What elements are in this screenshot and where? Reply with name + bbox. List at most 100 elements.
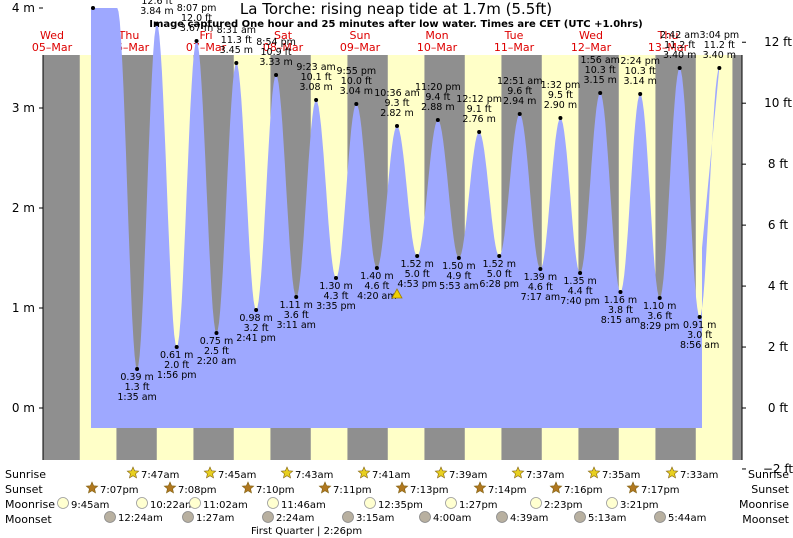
moonrise-icon bbox=[57, 497, 69, 509]
sunset-icon bbox=[163, 481, 177, 494]
low-tide-label: 5.0 ft bbox=[487, 269, 512, 280]
left-tick-label: 0 m bbox=[12, 401, 35, 415]
moonrise-time: 12:35pm bbox=[378, 500, 423, 511]
high-tide-label: 3.84 m bbox=[140, 6, 173, 17]
high-tide-label: 3.67 m bbox=[180, 23, 213, 34]
high-tide-label: 1:56 am bbox=[580, 55, 619, 66]
low-tide-label: 1:35 am bbox=[117, 392, 156, 403]
low-tide-label: 4.4 ft bbox=[568, 286, 593, 297]
moonset-icon bbox=[342, 511, 354, 523]
day-of-week: Thu bbox=[657, 29, 679, 42]
sunset-time: 7:07pm bbox=[100, 485, 139, 496]
night-band bbox=[43, 55, 80, 460]
high-tide-label: 1:32 pm bbox=[541, 80, 581, 91]
low-tide-label: 5:53 am bbox=[439, 281, 478, 292]
high-tide-label: 3.04 m bbox=[340, 86, 373, 97]
high-tide-label: 3.40 m bbox=[663, 50, 696, 61]
moonrise-row-label-right: Moonrise bbox=[739, 498, 789, 511]
tide-area bbox=[91, 8, 720, 428]
sunrise-row-label-left: Sunrise bbox=[5, 468, 46, 481]
low-tide-label: 3:11 am bbox=[276, 320, 315, 331]
day-date: 05–Mar bbox=[32, 41, 73, 54]
high-tide-label: 3.14 m bbox=[623, 76, 656, 87]
tide-point bbox=[395, 124, 400, 128]
moonrise-time: 10:22am bbox=[150, 500, 195, 511]
high-tide-label: 2.94 m bbox=[503, 96, 536, 107]
day-date: 10–Mar bbox=[417, 41, 458, 54]
sunrise-icon bbox=[280, 466, 294, 479]
tide-point bbox=[154, 22, 159, 26]
low-tide-label: 1.10 m bbox=[643, 301, 676, 312]
low-tide-label: 1.16 m bbox=[604, 295, 637, 306]
day-of-week: Sat bbox=[274, 29, 293, 42]
sunrise-icon bbox=[665, 466, 679, 479]
high-tide-label: 3.33 m bbox=[259, 57, 292, 68]
high-tide-label: 9.5 ft bbox=[548, 90, 573, 101]
sunset-time: 7:11pm bbox=[333, 485, 372, 496]
high-tide-label: 3.40 m bbox=[703, 50, 736, 61]
day-of-week: Wed bbox=[579, 29, 603, 42]
day-of-week: Sun bbox=[350, 29, 371, 42]
sunset-icon bbox=[241, 481, 255, 494]
sunset-icon bbox=[85, 481, 99, 494]
tide-area-path bbox=[91, 8, 720, 428]
low-tide-label: 1.39 m bbox=[524, 272, 557, 283]
low-tide-label: 8:56 am bbox=[680, 340, 719, 351]
tide-point bbox=[415, 254, 420, 258]
tide-labels: 7:25 pm13.1 ft4.00 m0.39 m1.3 ft1:35 am7… bbox=[76, 0, 740, 403]
sunrise-time: 7:33am bbox=[680, 470, 718, 481]
date-headers: Wed05–MarThu06–MarFri07–MarSat08–MarSun0… bbox=[32, 29, 689, 54]
moonset-time: 5:44am bbox=[668, 513, 706, 524]
high-tide-label: 2.82 m bbox=[380, 108, 413, 119]
axes: 0 m1 m2 m3 m4 m5 m−2 ft0 ft2 ft4 ft6 ft8… bbox=[12, 1, 793, 476]
low-tide-label: 1.35 m bbox=[563, 276, 596, 287]
right-tick-label: 4 ft bbox=[768, 279, 788, 293]
tide-point bbox=[538, 267, 543, 271]
high-tide-label: 9.1 ft bbox=[467, 104, 492, 115]
high-tide-label: 3.08 m bbox=[299, 82, 332, 93]
left-tick-label: 2 m bbox=[12, 201, 35, 215]
moonset-icon bbox=[104, 511, 116, 523]
low-tide-label: 1.11 m bbox=[279, 300, 312, 311]
tide-point bbox=[517, 112, 522, 116]
right-tick-label: 6 ft bbox=[768, 218, 788, 232]
moonset-time: 3:15am bbox=[356, 513, 394, 524]
high-tide-label: 9.6 ft bbox=[507, 86, 532, 97]
tide-point bbox=[374, 266, 379, 270]
moonset-icon bbox=[654, 511, 666, 523]
day-date: 11–Mar bbox=[494, 41, 535, 54]
moonset-time: 5:13am bbox=[588, 513, 626, 524]
night-band bbox=[732, 55, 742, 460]
low-tide-label: 3.0 ft bbox=[687, 330, 712, 341]
low-tide-label: 2.0 ft bbox=[164, 360, 189, 371]
low-tide-label: 1.50 m bbox=[442, 261, 475, 272]
high-tide-label: 3:04 pm bbox=[700, 30, 740, 41]
low-tide-label: 1:56 pm bbox=[157, 370, 197, 381]
moonset-icon bbox=[419, 511, 431, 523]
tide-point bbox=[435, 118, 440, 122]
high-tide-label: 10.0 ft bbox=[341, 76, 372, 87]
sunset-time: 7:13pm bbox=[410, 485, 449, 496]
tide-point bbox=[578, 271, 583, 275]
moonrise-time: 11:46am bbox=[281, 500, 326, 511]
moonset-time: 12:24am bbox=[118, 513, 163, 524]
tide-point bbox=[254, 308, 259, 312]
sunset-icon bbox=[473, 481, 487, 494]
low-tide-label: 0.75 m bbox=[200, 336, 233, 347]
moonrise-icon bbox=[364, 497, 376, 509]
sunrise-icon bbox=[126, 466, 140, 479]
low-tide-label: 0.98 m bbox=[239, 313, 272, 324]
tide-point bbox=[333, 276, 338, 280]
low-tide-label: 0.91 m bbox=[683, 320, 716, 331]
current-level-marker bbox=[391, 288, 403, 299]
high-tide-label: 2:24 pm bbox=[620, 56, 660, 67]
sunset-row-label-right: Sunset bbox=[751, 483, 789, 496]
low-tide-label: 1.52 m bbox=[400, 259, 433, 270]
high-tide-label: 10.3 ft bbox=[625, 66, 656, 77]
high-tide-label: 9:23 am bbox=[296, 62, 335, 73]
high-tide-label: 9:55 pm bbox=[336, 66, 376, 77]
low-tide-label: 3.6 ft bbox=[284, 310, 309, 321]
right-tick-label: 10 ft bbox=[764, 96, 792, 110]
high-tide-label: 10:36 am bbox=[374, 88, 419, 99]
